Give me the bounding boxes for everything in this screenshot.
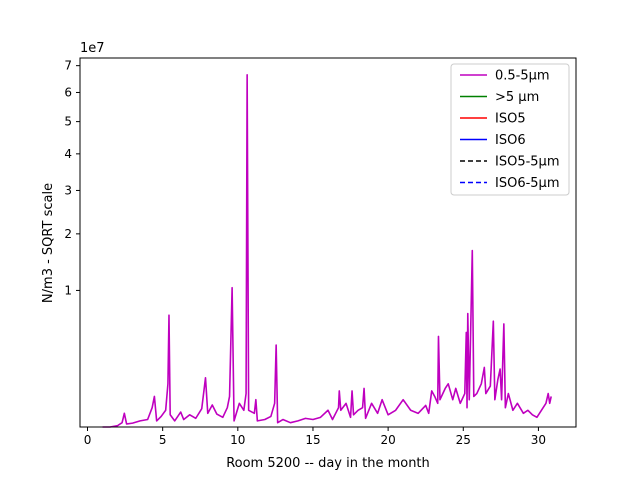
y-tick-label: 3 (64, 183, 72, 197)
y-axis-ticks: 1 2 3 4 5 6 7 (64, 59, 80, 297)
series-line-0 (102, 74, 552, 428)
x-axis-label: Room 5200 -- day in the month (226, 456, 430, 471)
y-tick-label: 7 (64, 59, 72, 73)
y-axis-label: N/m3 - SQRT scale (41, 183, 56, 303)
legend: 0.5-5µm >5 µm ISO5 ISO6 ISO5-5µm ISO6-5µm (450, 63, 570, 196)
x-tick-label: 30 (531, 433, 546, 447)
x-tick-label: 25 (456, 433, 471, 447)
x-tick-label: 5 (159, 433, 167, 447)
legend-label-0: 0.5-5µm (495, 69, 550, 84)
y-scale-label: 1e7 (80, 41, 105, 56)
legend-label-4: ISO5-5µm (495, 155, 560, 170)
y-tick-label: 6 (64, 85, 72, 99)
x-tick-label: 20 (380, 433, 395, 447)
series-layer (102, 74, 552, 428)
x-tick-label: 0 (84, 433, 92, 447)
y-tick-label: 5 (64, 115, 72, 129)
y-tick-label: 2 (64, 227, 72, 241)
legend-label-1: >5 µm (495, 90, 539, 105)
x-tick-label: 10 (230, 433, 245, 447)
legend-label-5: ISO6-5µm (495, 176, 560, 191)
legend-label-2: ISO5 (495, 112, 526, 127)
legend-label-3: ISO6 (495, 133, 526, 148)
x-tick-label: 15 (305, 433, 320, 447)
x-axis-ticks: 0 5 10 15 20 25 30 (84, 427, 546, 447)
plot-frame (79, 57, 577, 428)
y-tick-label: 4 (64, 147, 72, 161)
y-tick-label: 1 (64, 283, 72, 297)
